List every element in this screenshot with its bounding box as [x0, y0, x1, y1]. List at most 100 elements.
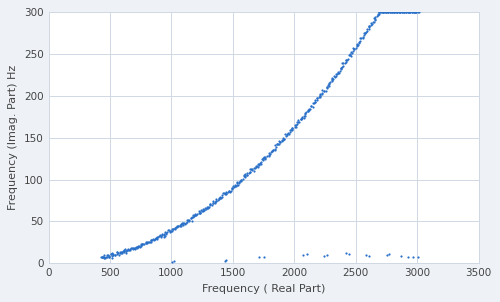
Point	[261, 155, 269, 159]
Point	[310, 101, 318, 106]
Point	[232, 183, 239, 188]
Point	[248, 167, 256, 172]
Point	[381, 10, 389, 15]
Point	[371, 18, 379, 22]
Point	[105, 254, 113, 259]
Point	[220, 191, 228, 195]
Point	[330, 76, 338, 81]
Point	[284, 130, 292, 135]
Point	[156, 233, 164, 238]
Point	[328, 78, 336, 83]
Point	[384, 10, 392, 15]
Point	[112, 250, 120, 255]
Point	[349, 45, 357, 50]
Point	[367, 22, 375, 27]
Point	[164, 230, 172, 234]
Point	[234, 180, 241, 185]
Point	[292, 122, 300, 127]
Point	[212, 199, 220, 204]
Point	[360, 31, 368, 36]
Point	[358, 36, 366, 40]
Point	[118, 250, 126, 255]
Point	[372, 15, 380, 20]
Point	[375, 10, 383, 15]
Point	[408, 10, 416, 15]
Point	[152, 235, 160, 240]
Point	[313, 95, 321, 100]
Point	[412, 10, 420, 15]
Point	[311, 99, 319, 104]
Point	[411, 10, 419, 15]
Point	[365, 253, 373, 258]
Point	[342, 251, 350, 255]
Point	[254, 255, 262, 260]
Point	[128, 246, 136, 251]
Point	[100, 255, 108, 260]
Point	[120, 249, 128, 254]
Point	[225, 189, 233, 194]
Point	[353, 44, 361, 49]
Point	[338, 67, 345, 72]
Point	[142, 240, 150, 245]
Point	[126, 248, 134, 252]
Point	[171, 226, 179, 230]
Point	[188, 213, 196, 218]
Point	[344, 57, 351, 62]
Point	[279, 137, 287, 142]
Point	[261, 155, 269, 160]
Point	[221, 192, 229, 197]
Point	[178, 221, 186, 226]
Point	[348, 50, 356, 55]
Point	[110, 252, 118, 257]
Point	[352, 45, 360, 50]
Point	[387, 10, 395, 15]
Point	[346, 52, 354, 57]
Point	[154, 234, 162, 239]
Point	[152, 235, 160, 240]
Point	[124, 248, 132, 253]
Point	[98, 255, 106, 259]
Point	[268, 149, 276, 153]
Point	[216, 194, 224, 199]
Point	[168, 259, 176, 264]
Point	[156, 233, 164, 238]
Point	[388, 10, 396, 15]
Point	[278, 137, 286, 142]
Point	[384, 10, 392, 15]
Point	[276, 140, 284, 145]
Point	[260, 156, 268, 161]
Point	[380, 10, 388, 15]
Point	[393, 10, 401, 15]
Point	[173, 224, 181, 229]
Point	[279, 135, 287, 140]
Point	[227, 188, 235, 193]
Point	[230, 185, 238, 189]
Point	[346, 51, 354, 56]
Point	[306, 107, 314, 111]
Point	[130, 245, 138, 250]
Point	[148, 237, 156, 242]
Point	[408, 10, 416, 15]
Point	[254, 162, 262, 166]
Point	[234, 182, 241, 187]
Point	[208, 202, 216, 207]
Point	[400, 10, 407, 15]
Point	[377, 10, 385, 15]
Point	[286, 128, 294, 133]
Point	[331, 75, 339, 79]
Point	[278, 139, 286, 143]
Point	[400, 10, 408, 15]
Point	[338, 61, 346, 66]
Point	[307, 104, 315, 108]
Point	[148, 240, 156, 245]
Point	[288, 127, 296, 132]
Point	[404, 10, 412, 15]
Point	[222, 191, 230, 196]
Point	[162, 231, 170, 236]
Point	[228, 187, 236, 191]
Point	[216, 196, 224, 201]
Point	[233, 180, 241, 185]
Point	[388, 10, 396, 15]
Point	[160, 232, 168, 236]
Point	[115, 252, 123, 257]
